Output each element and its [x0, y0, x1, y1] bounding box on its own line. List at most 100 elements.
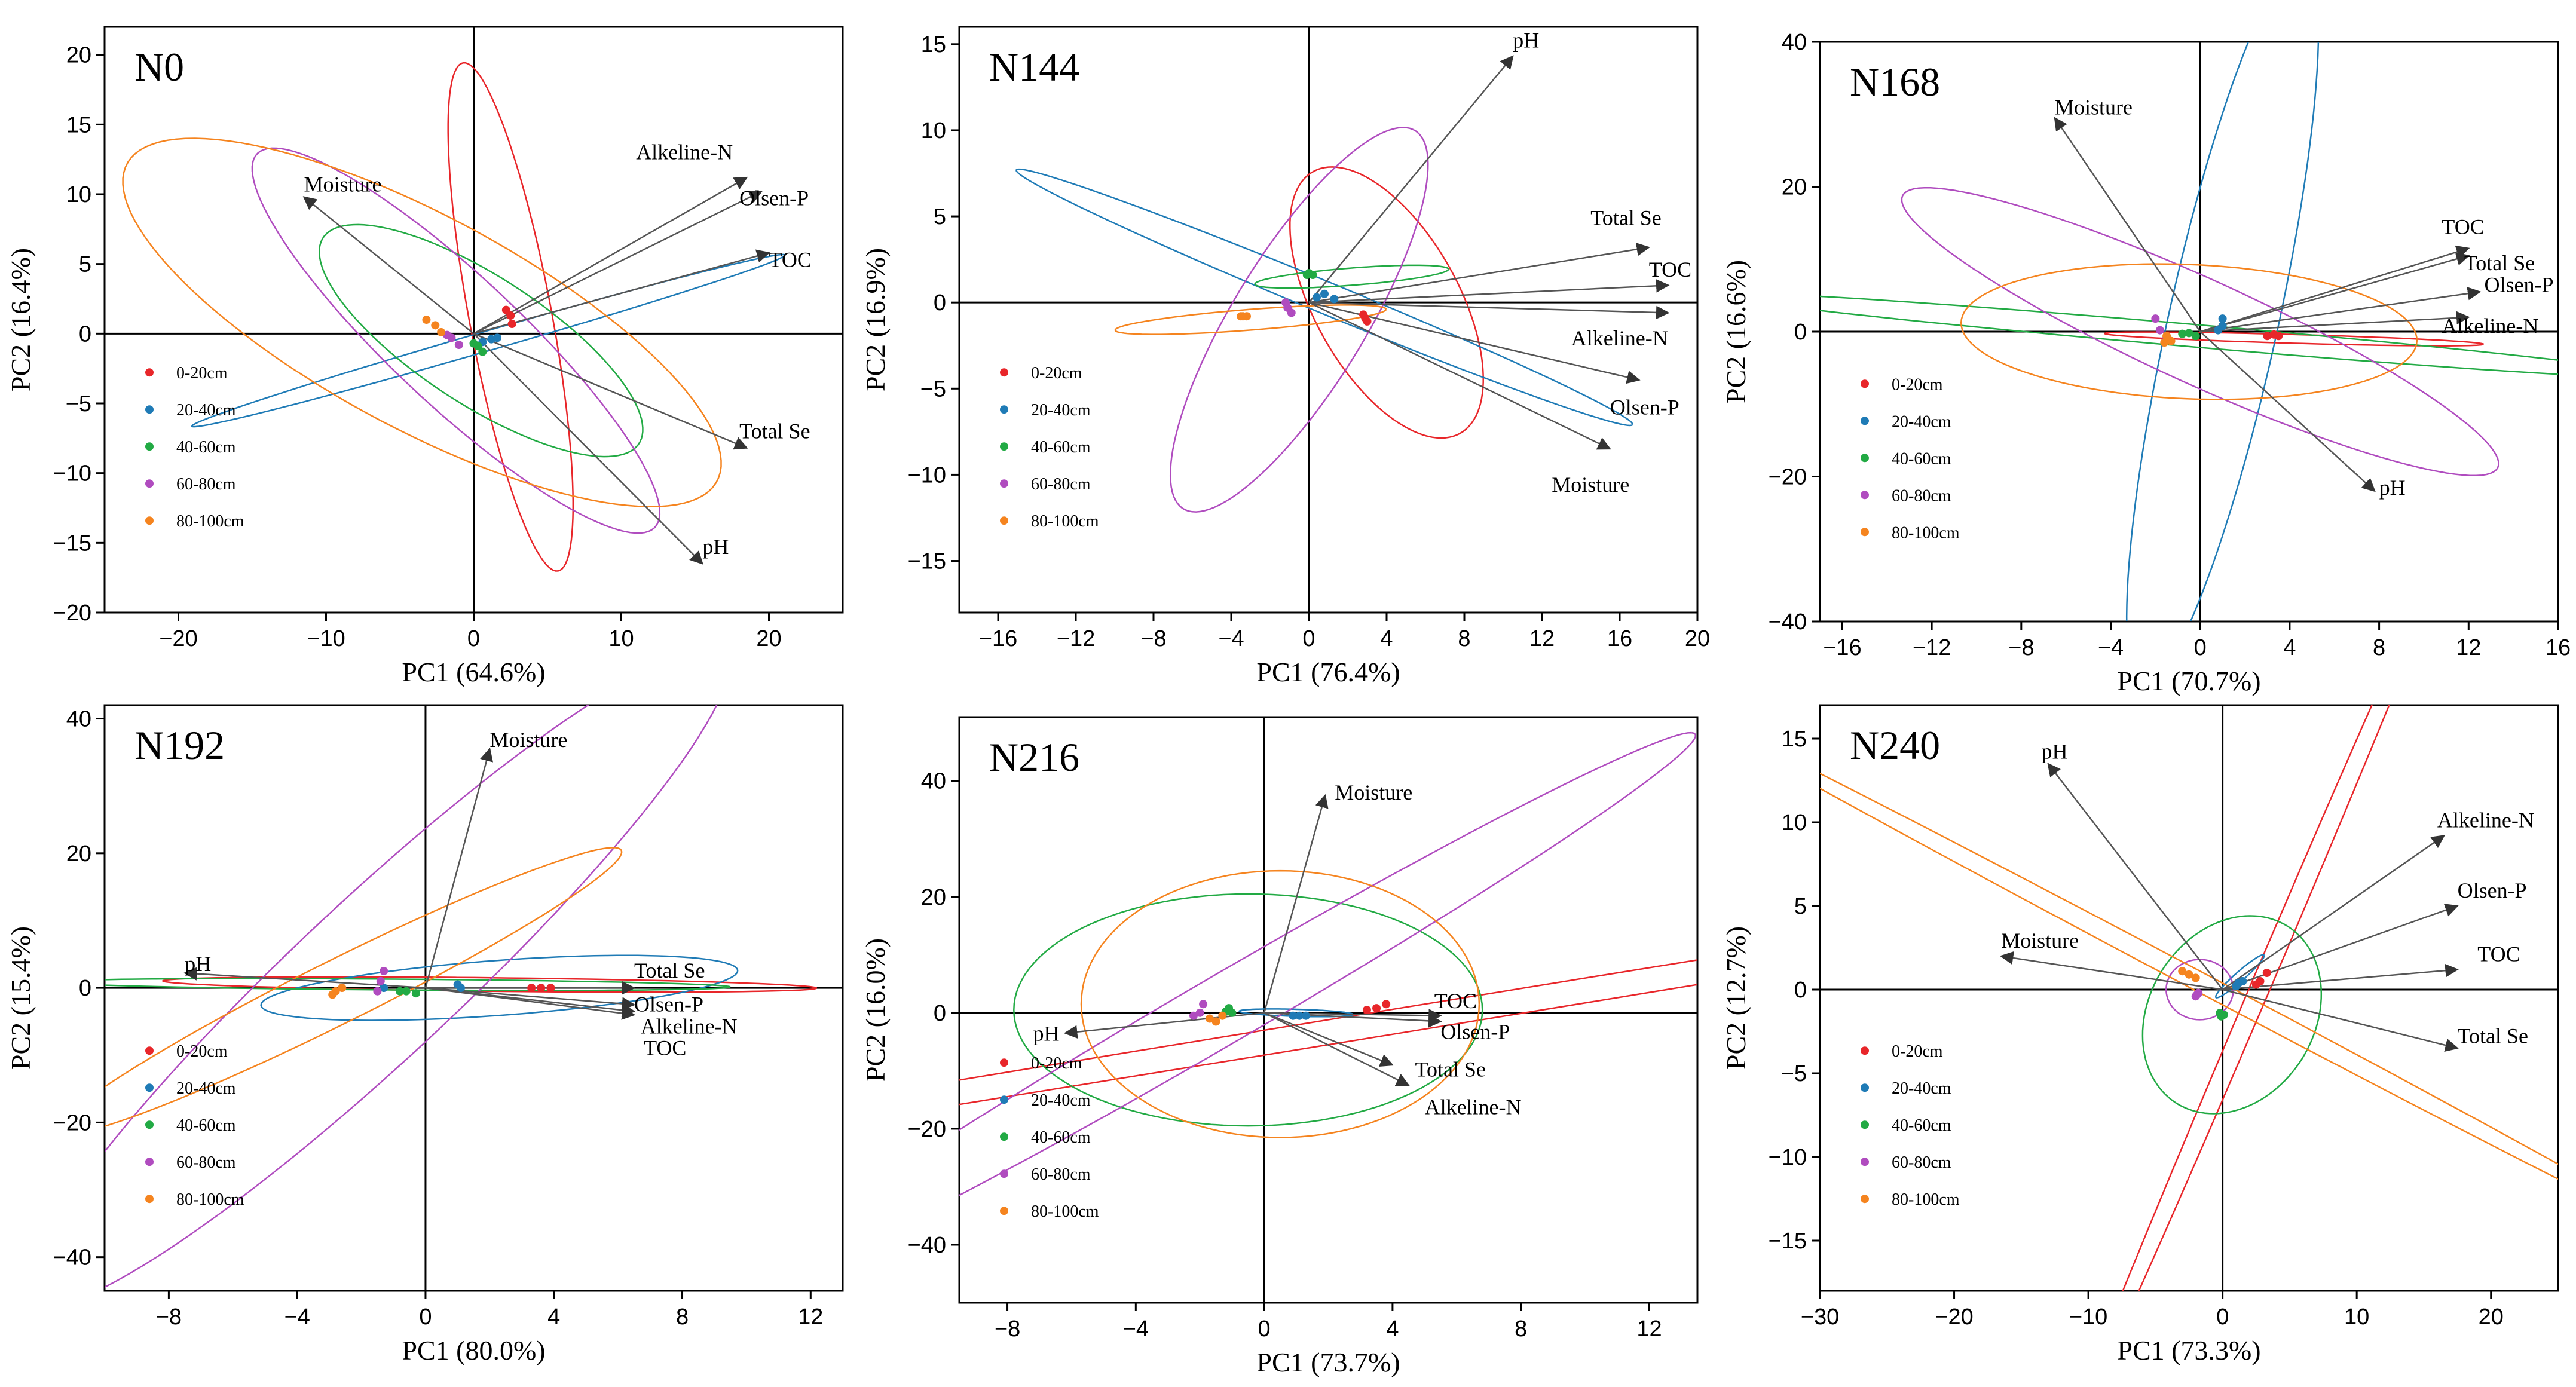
y-tick-label: −5 — [920, 376, 946, 402]
confidence-ellipse-20-40cm — [1238, 1008, 1354, 1018]
loading-arrow-toc — [2199, 245, 2470, 333]
loading-label-total-se: Total Se — [1415, 1058, 1485, 1082]
legend-marker-60-80cm — [1000, 1169, 1008, 1178]
confidence-ellipse-20-40cm — [260, 954, 739, 1021]
confidence-ellipse-80-100cm — [1820, 772, 2558, 1180]
confidence-ellipse-0-20cm — [1289, 166, 1484, 439]
panel-title: N192 — [134, 722, 225, 768]
panel-title: N216 — [989, 734, 1079, 780]
loading-label-olsen-p: Olsen-P — [1610, 396, 1679, 420]
y-tick-label: −40 — [53, 1245, 91, 1270]
legend-label-40-60cm: 40-60cm — [1892, 449, 1951, 468]
loading-label-ph: pH — [2379, 476, 2406, 500]
loading-arrow-olsen-p — [473, 191, 763, 335]
loading-label-toc: TOC — [1434, 989, 1477, 1013]
loading-arrow-moisture — [424, 748, 493, 988]
sample-point-20-40cm — [380, 984, 388, 993]
legend-label-0-20cm: 0-20cm — [176, 364, 228, 382]
sample-point-80-100cm — [1218, 1011, 1227, 1020]
confidence-ellipse-40-60cm — [105, 978, 731, 991]
legend: 0-20cm 20-40cm 40-60cm 60-80cm 80-100cm — [1861, 1042, 1960, 1209]
y-axis-label: PC2 (15.4%) — [5, 926, 36, 1070]
legend-marker-0-20cm — [1000, 368, 1008, 377]
sample-point-80-100cm — [2178, 967, 2187, 976]
loading-arrow-ph — [2199, 331, 2376, 492]
y-axis-label: PC2 (16.9%) — [860, 248, 891, 391]
confidence-ellipse-0-20cm — [161, 976, 818, 993]
legend-marker-40-60cm — [1861, 454, 1869, 463]
legend-label-60-80cm: 60-80cm — [1892, 486, 1951, 505]
legend-label-80-100cm: 80-100cm — [1031, 1202, 1099, 1221]
legend: 0-20cm 20-40cm 40-60cm 60-80cm 80-100cm — [145, 1042, 244, 1209]
legend-marker-80-100cm — [1861, 528, 1869, 537]
loading-label-total-se: Total Se — [2458, 1024, 2528, 1048]
legend-label-0-20cm: 0-20cm — [1892, 1042, 1943, 1061]
sample-point-0-20cm — [2262, 969, 2271, 977]
legend-label-20-40cm: 20-40cm — [1031, 401, 1091, 420]
x-tick-label: −30 — [1801, 1305, 1839, 1330]
loading-arrow-olsen-p — [2200, 287, 2482, 333]
legend-label-40-60cm: 40-60cm — [176, 1116, 236, 1135]
confidence-ellipse-40-60cm — [2141, 915, 2323, 1115]
loading-arrow-ph — [2047, 763, 2223, 990]
loading-label-olsen-p: Olsen-P — [634, 993, 703, 1016]
sample-point-20-40cm — [1295, 1011, 1304, 1020]
x-tick-label: 4 — [547, 1305, 560, 1330]
sample-point-40-60cm — [2178, 329, 2187, 338]
legend-marker-80-100cm — [1000, 516, 1008, 525]
sample-point-60-80cm — [373, 987, 382, 996]
loading-arrow-moisture — [302, 196, 475, 335]
y-tick-label: −15 — [908, 549, 946, 574]
sample-point-40-60cm — [469, 339, 478, 348]
sample-point-40-60cm — [2191, 332, 2200, 341]
sample-point-80-100cm — [328, 990, 337, 999]
legend-marker-40-60cm — [1861, 1120, 1869, 1129]
y-tick-label: −5 — [66, 391, 91, 417]
sample-point-60-80cm — [2151, 314, 2160, 323]
sample-point-20-40cm — [1330, 295, 1339, 304]
legend-label-0-20cm: 0-20cm — [1031, 1054, 1082, 1073]
x-tick-label: 16 — [1607, 626, 1632, 651]
loading-label-toc: TOC — [644, 1036, 686, 1060]
x-axis-label: PC1 (70.7%) — [2117, 666, 2260, 696]
y-tick-label: 20 — [1782, 175, 1807, 200]
x-axis-label: PC1 (64.6%) — [402, 657, 545, 687]
sample-point-0-20cm — [506, 311, 515, 320]
legend-label-0-20cm: 0-20cm — [1892, 375, 1943, 394]
y-tick-label: 0 — [934, 290, 946, 316]
confidence-ellipse-60-80cm — [1169, 127, 1429, 513]
loading-label-moisture: Moisture — [1335, 780, 1412, 804]
loading-label-alkeline-n: Alkeline-N — [636, 140, 733, 164]
x-tick-label: 4 — [2283, 635, 2296, 660]
confidence-ellipse-0-20cm — [2122, 705, 2390, 1291]
x-tick-label: −12 — [1057, 626, 1095, 651]
legend-marker-80-100cm — [1000, 1207, 1008, 1215]
sample-point-0-20cm — [527, 984, 536, 993]
confidence-ellipse-40-60cm — [1254, 264, 1449, 289]
legend-marker-20-40cm — [1861, 1083, 1869, 1092]
sample-point-20-40cm — [1320, 289, 1329, 298]
sample-point-60-80cm — [376, 976, 385, 985]
confidence-ellipse-0-20cm — [2103, 331, 2485, 347]
x-axis-label: PC1 (76.4%) — [1256, 657, 1400, 687]
y-tick-label: −40 — [908, 1233, 946, 1258]
confidence-ellipse-60-80cm — [959, 731, 1696, 1196]
legend: 0-20cm 20-40cm 40-60cm 60-80cm 80-100cm — [145, 364, 244, 531]
loading-label-alkeline-n: Alkeline-N — [1571, 326, 1668, 350]
loading-arrow-moisture — [1999, 951, 2223, 991]
sample-point-60-80cm — [2155, 326, 2164, 335]
sample-point-0-20cm — [546, 984, 555, 993]
x-axis-label: PC1 (80.0%) — [402, 1335, 545, 1365]
sample-point-80-100cm — [2185, 970, 2193, 979]
x-tick-label: 20 — [1685, 626, 1710, 651]
x-tick-label: −8 — [995, 1316, 1020, 1342]
x-tick-label: 0 — [2216, 1305, 2229, 1330]
x-tick-label: −10 — [2069, 1305, 2107, 1330]
x-axis-label: PC1 (73.3%) — [2117, 1335, 2260, 1365]
y-tick-label: 5 — [79, 252, 91, 277]
confidence-ellipse-40-60cm — [1820, 295, 2558, 375]
sample-point-0-20cm — [1362, 1006, 1371, 1014]
loading-label-alkeline-n: Alkeline-N — [1425, 1095, 1522, 1119]
legend-label-40-60cm: 40-60cm — [1031, 438, 1091, 457]
sample-point-0-20cm — [2263, 332, 2272, 341]
